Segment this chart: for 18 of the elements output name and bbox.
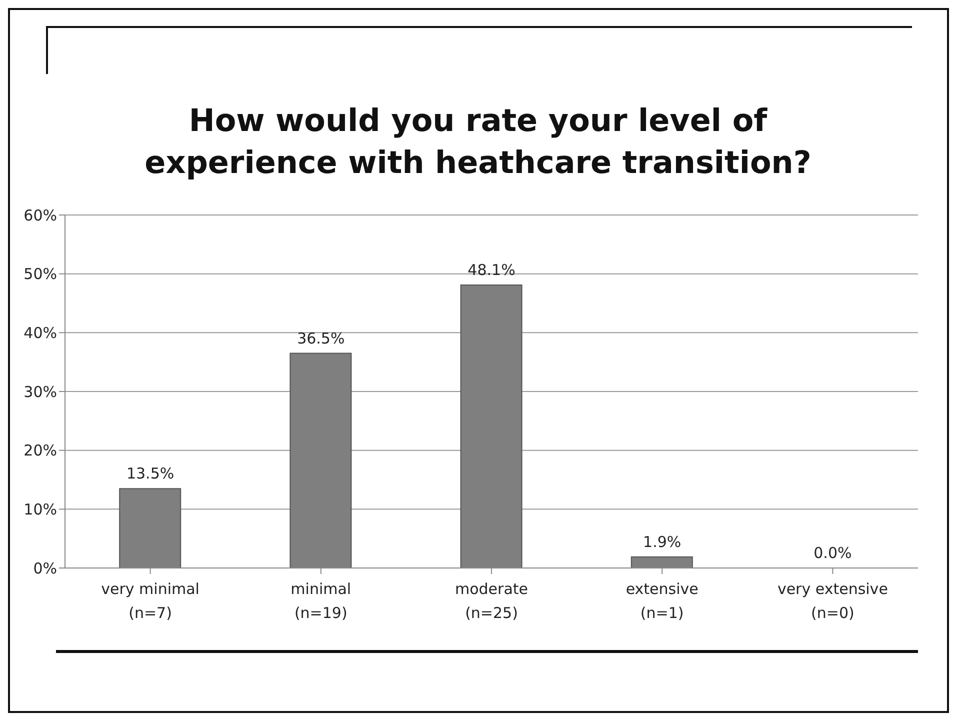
y-tick-label: 0% (33, 559, 57, 578)
y-tick-label: 20% (24, 442, 57, 460)
y-tick-label: 50% (24, 265, 57, 284)
y-tick-label: 60% (24, 206, 57, 224)
x-tick-label: minimal (n=19) (290, 580, 352, 622)
y-tick-label: 30% (24, 382, 57, 401)
y-tick-label: 10% (24, 500, 57, 518)
x-tick-label: extensive (n=1) (626, 580, 698, 622)
chart-title: How would you rate your level of experience with heathcare transition? (144, 102, 812, 183)
data-label: 1.9% (643, 532, 682, 551)
x-tick-label: very extensive (n=0) (777, 580, 888, 622)
x-tick-label: very minimal (n=7) (101, 580, 200, 622)
data-label: 36.5% (297, 329, 345, 348)
data-label: 13.5% (126, 464, 174, 483)
data-label: 48.1% (468, 261, 516, 280)
x-tick-label: moderate (n=25) (454, 580, 528, 622)
y-tick-label: 40% (24, 324, 57, 342)
data-label: 0.0% (814, 544, 852, 562)
